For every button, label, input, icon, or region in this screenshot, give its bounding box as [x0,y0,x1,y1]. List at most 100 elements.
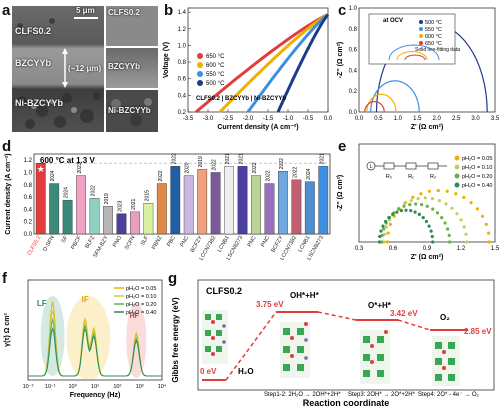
d-bar [103,206,113,235]
f-legend-label: pH₂O = 0.40 [126,310,156,316]
b-xtick-label: -3.5 [183,116,194,122]
d-category-label: BCFZY [270,235,284,254]
b-xtick-label: -2.5 [223,116,234,122]
d-bar [210,172,221,235]
b-legend-marker [197,53,203,59]
c-xlabel: Z' (Ω cm²) [411,124,444,131]
f-xlabel: Frequency (Hz) [70,392,121,399]
e-circuit-label: L [370,164,373,170]
f-xtick-label: 10³ [136,384,144,390]
d-ytick-label: 1.0 [24,170,33,176]
c-ytick-label: 0.0 [349,110,358,116]
layer-label-anode: Ni-BZCYYb [15,98,63,108]
sem-electrolyte-image: BZCYYb [106,48,158,88]
d-category-label: SCFN [124,235,137,251]
d-category-label: SLF [140,234,151,246]
e-data-point [420,203,424,207]
e-legend-marker [454,164,460,170]
e-data-point [385,240,389,244]
e-circuit-resistor [383,162,395,170]
b-ytick-label: 1.4 [178,10,187,16]
chart-d-bar-comparison: 600 °C at 1.3 V 0.0 0.2 0.4 0.6 0.8 1.0 1.2 Curr… [5,153,331,262]
c-xtick-label: 0.5 [374,116,383,122]
c-legend-marker [419,34,423,38]
d-year-label: 2024 [50,170,56,181]
d-year-label: 2024 [64,187,70,198]
e-data-point [391,212,395,216]
b-ytick-label: 0.4 [178,93,187,99]
d-bar [304,181,315,235]
e-legend-label: pH₂O = 0.05 [462,156,492,162]
e-xtick-label: 0.6 [389,246,398,252]
e-xlabel: Z' (Ω cm²) [411,254,444,261]
b-ytick-label: 0.8 [178,60,187,66]
e-data-point [435,211,440,215]
b-legend-marker [197,80,203,86]
e-data-point [450,206,454,210]
b-xtick-label: -0.5 [303,116,314,122]
e-circuit-resistor [427,162,439,170]
g-species-3: O₂ [440,313,450,322]
e-data-point [437,199,441,203]
e-xtick-label: 0.9 [423,246,432,252]
d-year-label: 2022 [158,170,164,181]
f-xtick-label: 10¹ [91,384,99,390]
d-category-label: PNC [179,235,190,248]
e-data-point [413,210,417,214]
e-data-point [454,192,458,196]
d-ytick-label: 0.4 [24,207,33,213]
e-data-point [411,195,415,199]
g-step-3: Step4: 2O* - 4e⁻ → O₂ [418,392,480,398]
b-xlabel: Current density (A cm⁻²) [217,124,298,131]
e-legend-label: pH₂O = 0.10 [462,165,492,171]
d-bar [278,171,288,235]
sem-cross-section-image: CLFS0.2 BZCYYb (~12 μm) Ni-BZCYYb 5 μm [12,6,104,132]
e-data-point [379,229,383,233]
sem-cathode-image: CLFS0.2 [106,6,158,46]
g-species-0: H₂O [238,367,254,376]
e-data-point [388,222,392,226]
chart-b-iv-curves: -3.5 -3.0 -2.5 -2.0 -1.5 -1.0 -0.5 0.0 0.2 0.4 0.6… [163,7,333,131]
d-category-label: BLFZ [84,234,96,249]
e-data-point [402,204,406,208]
e-data-point [423,196,427,200]
d-year-label: 2023 [117,200,123,211]
d-year-label: 2021 [319,153,325,164]
f-xtick-label: 10⁰ [69,383,78,390]
e-data-point [487,231,491,235]
d-year-label: 2020 [185,162,191,173]
e-data-point [464,232,468,236]
d-bar [49,183,60,235]
e-data-point [417,212,421,216]
d-category-label: PNO [112,234,124,248]
b-legend-label: 650 °C [206,54,225,60]
b-ylabel: Voltage (V) [163,42,170,78]
e-data-point [447,233,451,237]
e-data-point [480,214,485,218]
d-ytick-label: 0.6 [24,195,33,201]
d-category-label: LCNB1 [217,235,231,253]
e-data-point [387,216,391,220]
e-data-point [440,216,444,220]
c-legend-marker [419,41,423,45]
d-frame [33,153,331,235]
d-year-label: 2015 [144,190,150,201]
b-ytick-label: 0.6 [178,77,187,83]
e-circuit-label: R₀ [386,174,392,180]
c-legend-marker [419,27,423,31]
inset-label-cathode: CLFS0.2 [108,8,141,17]
e-data-point [462,195,466,199]
e-data-point [408,203,412,207]
d-bar [264,183,275,235]
c-legend-label: 600 °C [425,34,442,40]
e-circuit-label: R₂ [430,174,436,180]
c-legend-label: 650 °C [425,41,442,47]
d-bar [116,213,127,235]
inset-label-electrolyte: BZCYYb [108,62,140,71]
g-xlabel: Reaction coordinate [303,398,390,408]
thickness-label: (~12 μm) [68,64,102,73]
d-bar [197,169,208,235]
d-year-label: 2022 [171,153,177,164]
d-ytick-label: 1.2 [24,158,33,164]
e-data-point [446,227,450,231]
